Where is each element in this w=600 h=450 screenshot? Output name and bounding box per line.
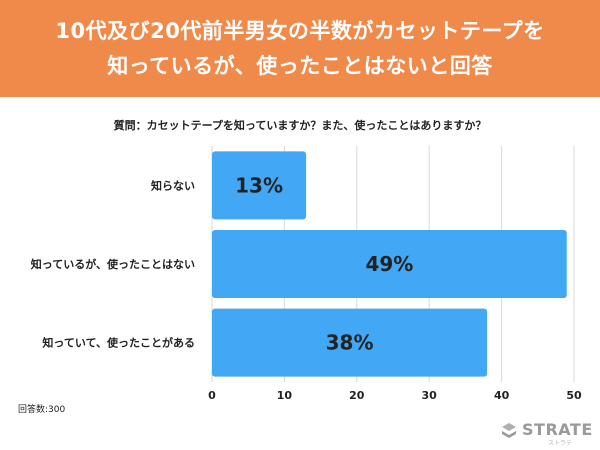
x-tick-label-0: 0 bbox=[208, 389, 216, 402]
category-label-0: 知らない bbox=[150, 178, 195, 192]
bar-value-label-2: 38% bbox=[326, 331, 374, 355]
x-tick-label-30: 30 bbox=[422, 389, 438, 402]
bar-2 bbox=[212, 308, 488, 377]
strate-logo: STRATE ストラテ bbox=[500, 420, 593, 447]
title-line-1: 10代及び20代前半男女の半数がカセットテープを bbox=[55, 18, 545, 43]
category-label-2: 知っていて、使ったことがある bbox=[41, 336, 195, 350]
chart-question: 質問：カセットテープを知っていますか？また、使ったことはありますか？ bbox=[113, 119, 487, 132]
x-tick-label-10: 10 bbox=[277, 389, 293, 402]
logo-sub: ストラテ bbox=[548, 440, 573, 447]
sample-size: 回答数:300 bbox=[18, 405, 66, 415]
header-banner: 10代及び20代前半男女の半数がカセットテープを 知っているが、使ったことはない… bbox=[0, 0, 600, 97]
bar-value-label-1: 49% bbox=[365, 252, 413, 276]
strate-logo-icon bbox=[502, 423, 516, 438]
logo-name: STRATE bbox=[522, 420, 593, 439]
page-title: 10代及び20代前半男女の半数がカセットテープを 知っているが、使ったことはない… bbox=[20, 14, 580, 84]
x-tick-label-50: 50 bbox=[566, 389, 582, 402]
bar-0 bbox=[212, 151, 307, 220]
title-line-2: 知っているが、使ったことはないと回答 bbox=[107, 53, 493, 78]
x-tick-label-20: 20 bbox=[349, 389, 365, 402]
x-tick-label-40: 40 bbox=[494, 389, 510, 402]
category-label-1: 知っているが、使ったことはない bbox=[30, 257, 195, 271]
bar-1 bbox=[212, 230, 567, 298]
bar-value-label-0: 13% bbox=[235, 173, 283, 197]
